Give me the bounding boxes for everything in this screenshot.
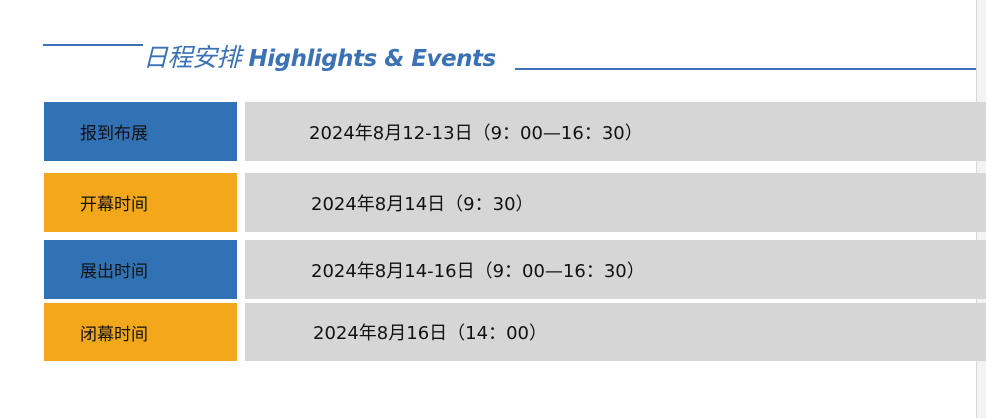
title-cn: 日程安排 — [143, 43, 242, 72]
row-label: 闭幕时间 — [44, 303, 237, 361]
row-value: 2024年8月16日（14：00） — [245, 303, 986, 361]
row-label: 开幕时间 — [44, 173, 237, 232]
row-value: 2024年8月12-13日（9：00—16：30） — [245, 102, 986, 161]
schedule-row: 闭幕时间 2024年8月16日（14：00） — [44, 303, 986, 361]
row-value: 2024年8月14-16日（9：00—16：30） — [245, 240, 986, 299]
row-label: 报到布展 — [44, 102, 237, 161]
title-rule-right — [515, 68, 976, 70]
section-title: 日程安排 Highlights & Events — [143, 38, 496, 74]
row-value: 2024年8月14日（9：30） — [245, 173, 986, 232]
row-label: 展出时间 — [44, 240, 237, 299]
schedule-row: 报到布展 2024年8月12-13日（9：00—16：30） — [44, 102, 986, 161]
schedule-row: 开幕时间 2024年8月14日（9：30） — [44, 173, 986, 232]
title-en: Highlights & Events — [248, 46, 496, 72]
schedule-row: 展出时间 2024年8月14-16日（9：00—16：30） — [44, 240, 986, 299]
title-rule-left — [43, 44, 143, 46]
